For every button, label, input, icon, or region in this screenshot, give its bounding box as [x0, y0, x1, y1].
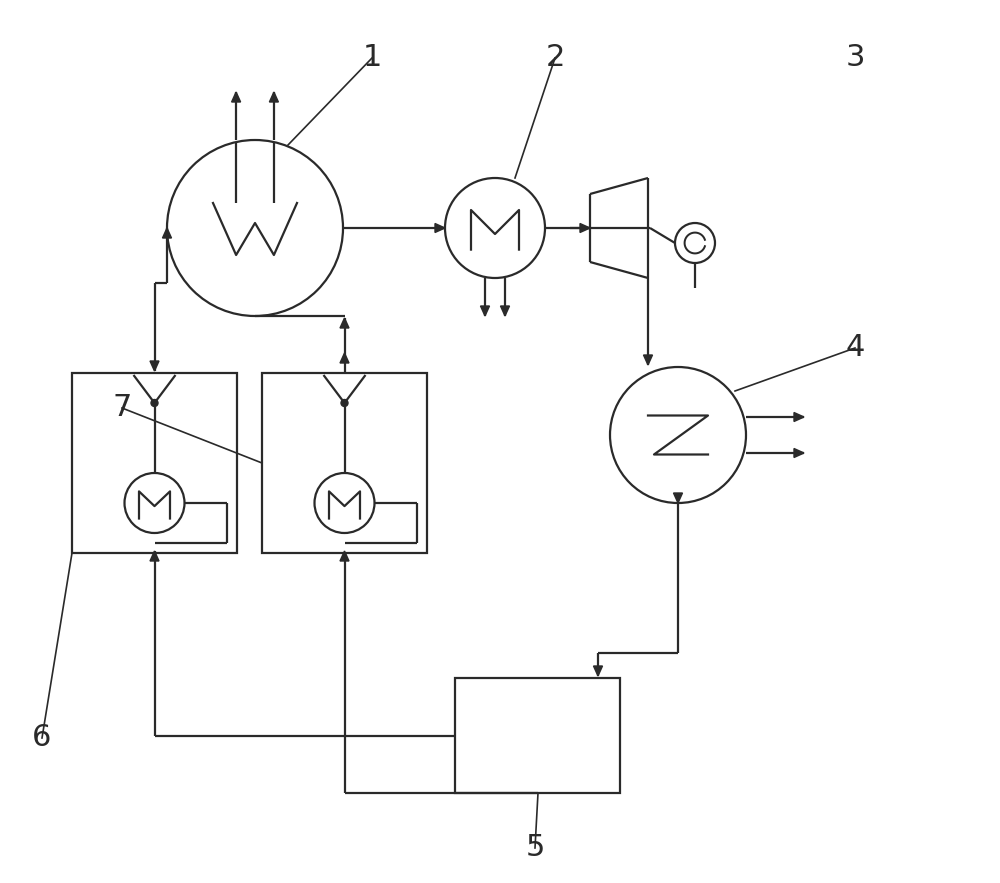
Polygon shape [644, 355, 652, 365]
Text: 3: 3 [845, 43, 865, 72]
Polygon shape [162, 228, 172, 238]
Polygon shape [501, 306, 510, 316]
Polygon shape [150, 361, 159, 371]
Bar [72, 373, 237, 553]
Bar [262, 373, 427, 553]
Polygon shape [340, 353, 349, 363]
Polygon shape [340, 318, 349, 328]
Polygon shape [340, 551, 349, 561]
Text: 7: 7 [112, 394, 132, 422]
Text: 6: 6 [32, 723, 52, 752]
Polygon shape [594, 666, 602, 676]
Polygon shape [435, 223, 445, 232]
Polygon shape [232, 92, 241, 102]
Polygon shape [674, 493, 682, 503]
Text: 5: 5 [525, 834, 545, 863]
Polygon shape [580, 223, 590, 232]
Text: 2: 2 [545, 43, 565, 72]
Polygon shape [269, 92, 278, 102]
Circle shape [151, 399, 158, 406]
Polygon shape [794, 412, 804, 421]
Polygon shape [150, 551, 159, 561]
Polygon shape [794, 449, 804, 457]
Text: 1: 1 [362, 43, 382, 72]
Circle shape [341, 399, 348, 406]
Text: 4: 4 [845, 334, 865, 363]
Polygon shape [481, 306, 490, 316]
Bar [455, 678, 620, 793]
